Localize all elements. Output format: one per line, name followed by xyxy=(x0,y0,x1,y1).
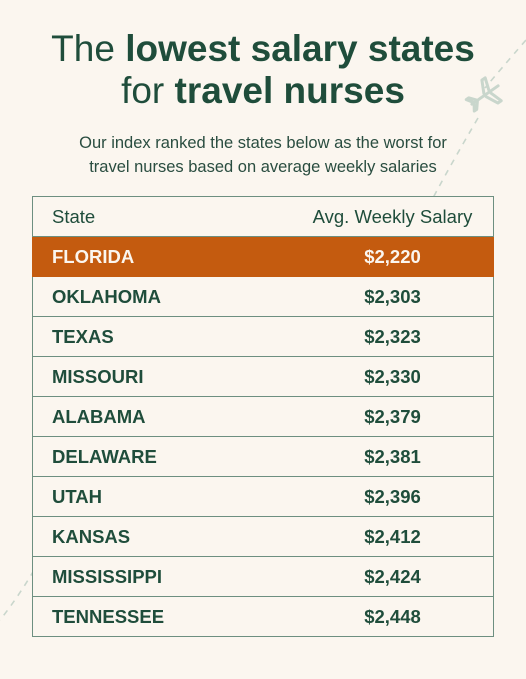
state-cell: OKLAHOMA xyxy=(32,276,292,317)
state-cell: MISSISSIPPI xyxy=(32,556,292,597)
subtitle: Our index ranked the states below as the… xyxy=(0,131,526,179)
table-header-row: State Avg. Weekly Salary xyxy=(32,196,494,237)
table-row: UTAH $2,396 xyxy=(32,476,494,517)
table-row: DELAWARE $2,381 xyxy=(32,436,494,477)
title-line-1-bold: lowest salary states xyxy=(125,28,475,69)
salary-cell: $2,303 xyxy=(292,276,494,317)
salary-cell: $2,412 xyxy=(292,516,494,557)
title-line-2-prefix: for xyxy=(121,70,165,111)
title-line-1-prefix: The xyxy=(51,28,115,69)
state-cell: TENNESSEE xyxy=(32,596,292,637)
table-row: ALABAMA $2,379 xyxy=(32,396,494,437)
state-cell: KANSAS xyxy=(32,516,292,557)
salary-cell: $2,330 xyxy=(292,356,494,397)
state-cell: TEXAS xyxy=(32,316,292,357)
page-title: The lowest salary states for travel nurs… xyxy=(0,28,526,112)
table-row: TEXAS $2,323 xyxy=(32,316,494,357)
state-cell: FLORIDA xyxy=(32,236,292,277)
table-row: KANSAS $2,412 xyxy=(32,516,494,557)
salary-table: State Avg. Weekly Salary FLORIDA $2,220 … xyxy=(32,196,494,637)
state-cell: MISSOURI xyxy=(32,356,292,397)
subtitle-line-2: travel nurses based on average weekly sa… xyxy=(89,158,437,176)
title-line-2-bold: travel nurses xyxy=(174,70,405,111)
table-row: MISSOURI $2,330 xyxy=(32,356,494,397)
title-line-2: for travel nurses xyxy=(0,70,526,112)
table-row: TENNESSEE $2,448 xyxy=(32,596,494,637)
state-cell: UTAH xyxy=(32,476,292,517)
state-cell: DELAWARE xyxy=(32,436,292,477)
state-cell: ALABAMA xyxy=(32,396,292,437)
table-row: MISSISSIPPI $2,424 xyxy=(32,556,494,597)
salary-cell: $2,448 xyxy=(292,596,494,637)
salary-cell: $2,220 xyxy=(292,236,494,277)
table-row: OKLAHOMA $2,303 xyxy=(32,276,494,317)
salary-cell: $2,323 xyxy=(292,316,494,357)
header-state: State xyxy=(32,196,292,237)
salary-cell: $2,381 xyxy=(292,436,494,477)
table-row: FLORIDA $2,220 xyxy=(32,236,494,277)
title-line-1: The lowest salary states xyxy=(0,28,526,70)
header-salary: Avg. Weekly Salary xyxy=(292,196,494,237)
salary-cell: $2,424 xyxy=(292,556,494,597)
salary-cell: $2,396 xyxy=(292,476,494,517)
subtitle-line-1: Our index ranked the states below as the… xyxy=(79,134,447,152)
salary-cell: $2,379 xyxy=(292,396,494,437)
